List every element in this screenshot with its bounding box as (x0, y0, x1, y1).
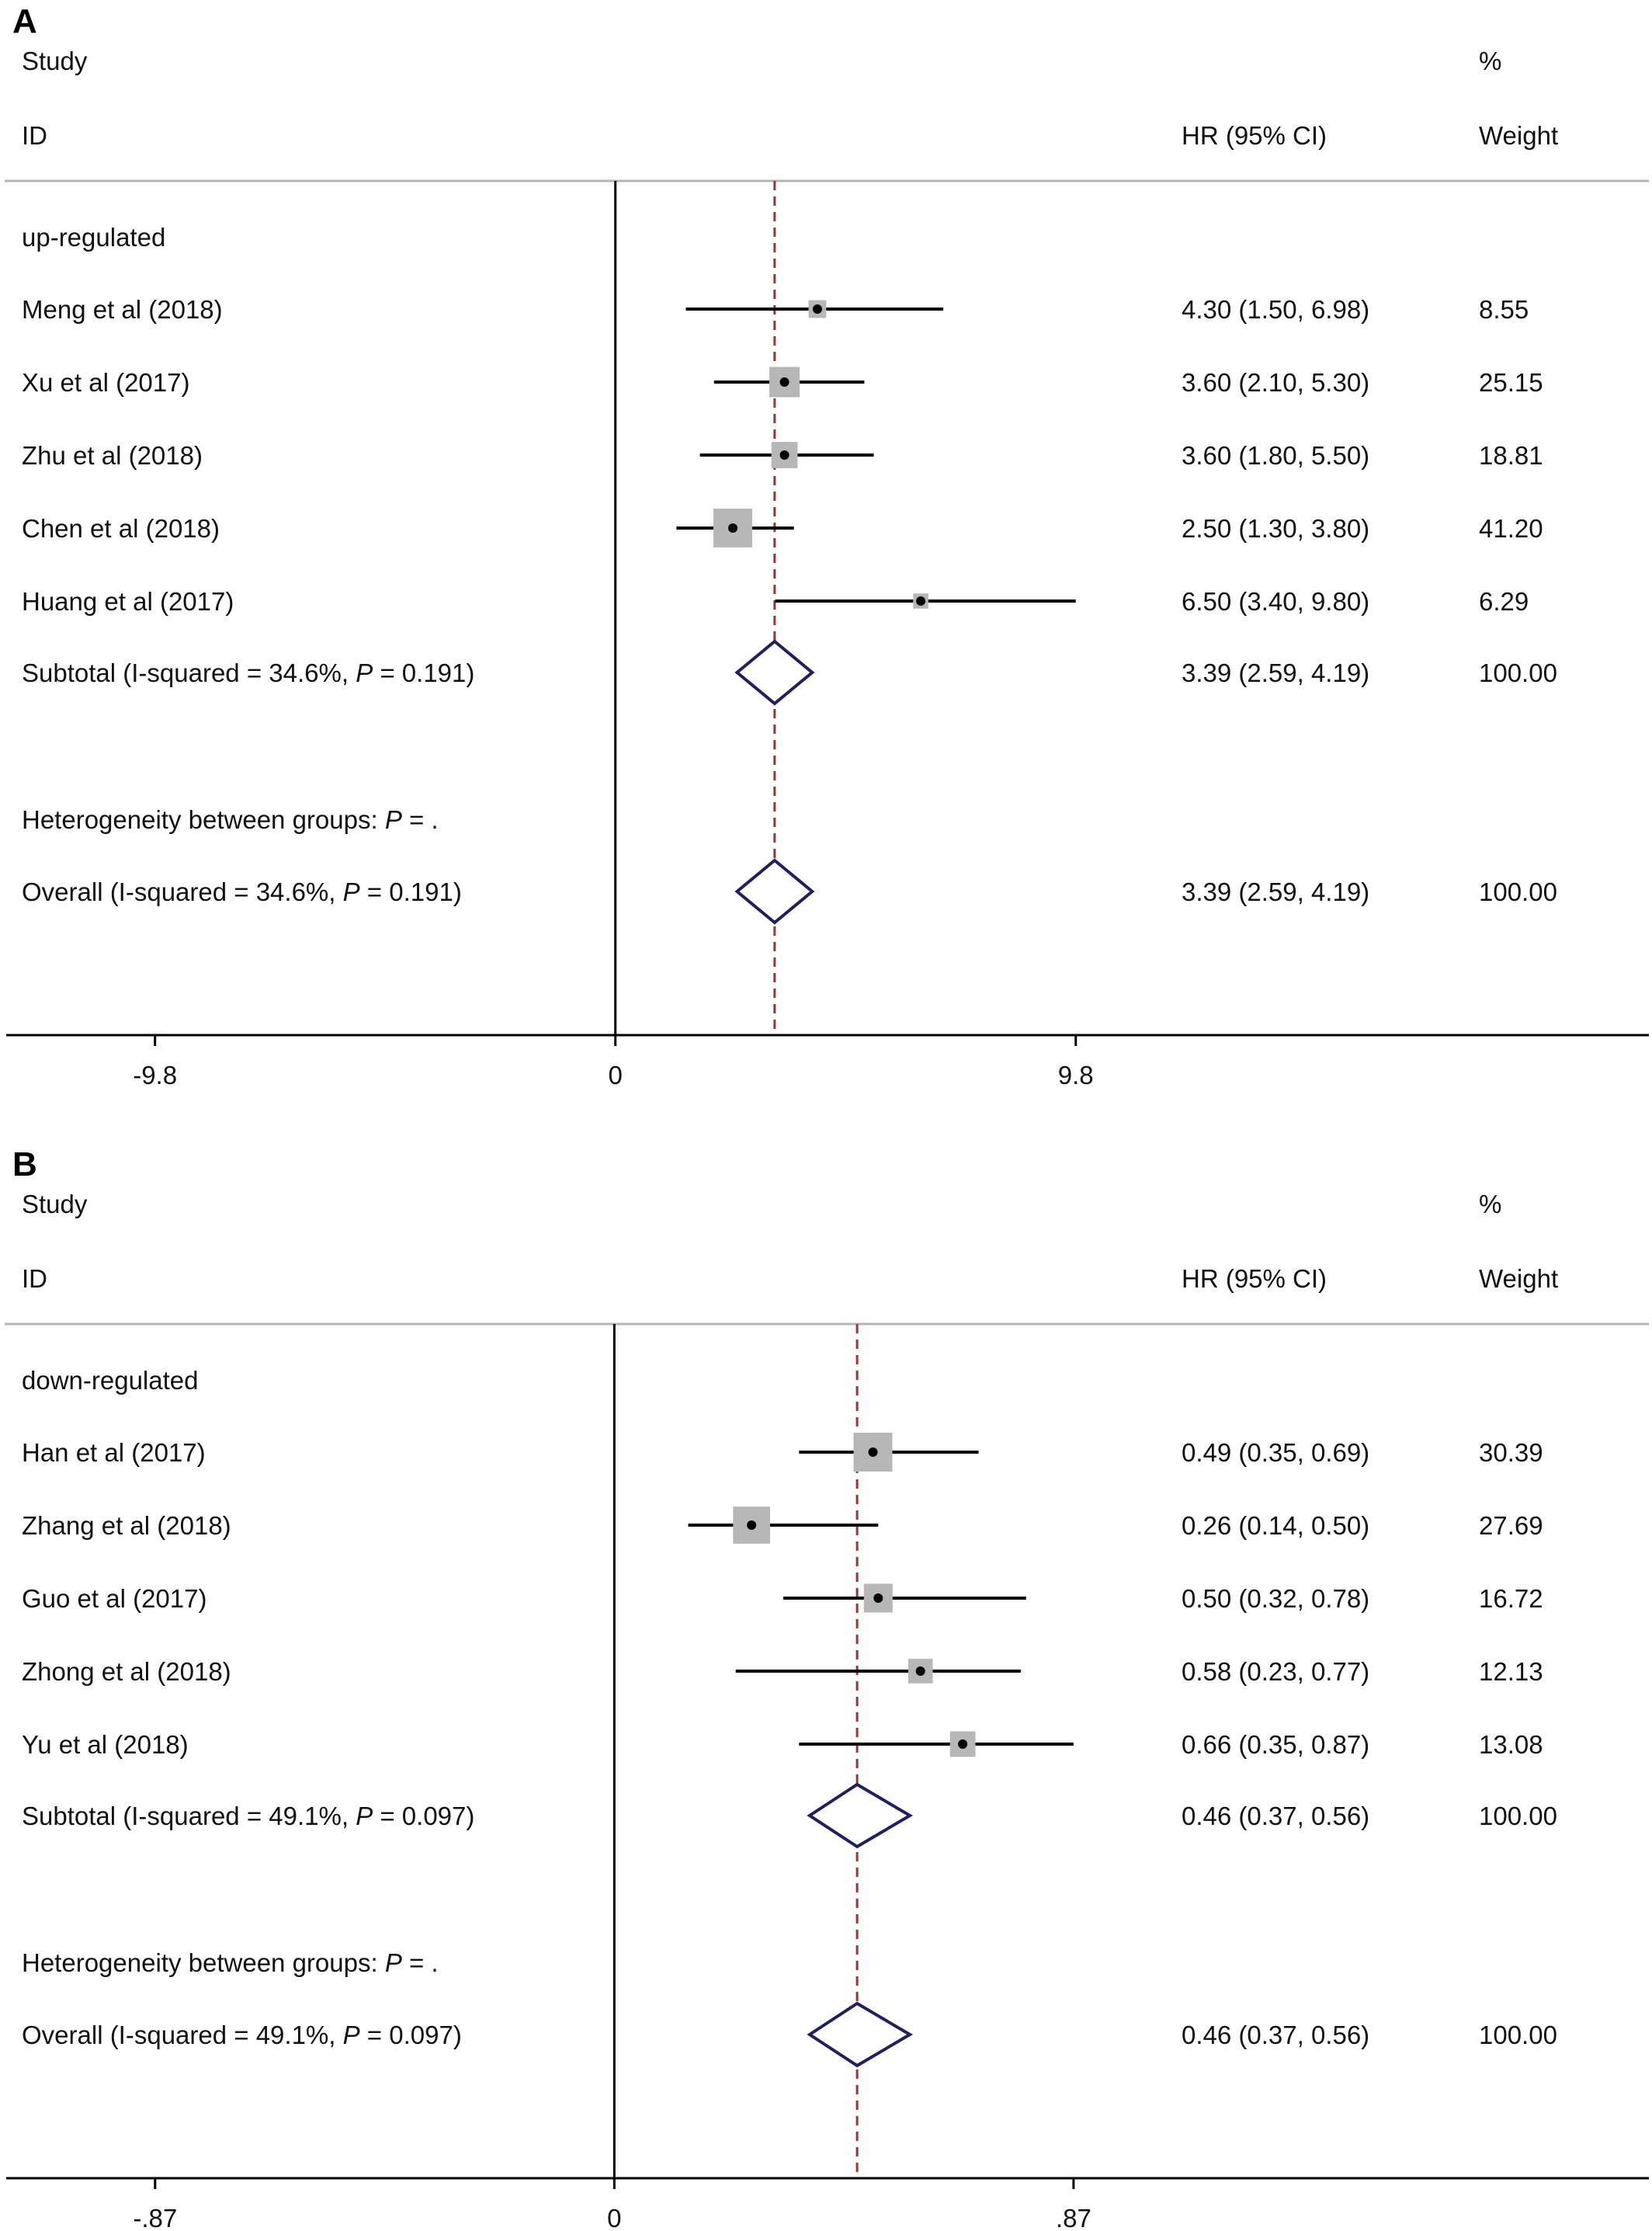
overall-label-p: P (343, 877, 360, 906)
heterogeneity-post: = . (402, 805, 439, 834)
study-label: Zhong et al (2018) (22, 1657, 231, 1686)
study-label: Huang et al (2017) (22, 587, 234, 616)
overall-diamond (734, 858, 815, 925)
study-weight-value: 8.55 (1479, 295, 1529, 324)
header-hr-ci: HR (95% CI) (1182, 1264, 1327, 1293)
study-hr-ci-value: 4.30 (1.50, 6.98) (1182, 295, 1369, 324)
study-label: Zhu et al (2018) (22, 441, 203, 470)
study-point-estimate (779, 450, 790, 460)
study-hr-ci-value: 3.60 (2.10, 5.30) (1182, 368, 1369, 397)
study-label: Han et al (2017) (22, 1438, 206, 1467)
study-point-estimate (727, 523, 738, 533)
study-weight-value: 16.72 (1479, 1584, 1543, 1613)
heterogeneity-pre: Heterogeneity between groups: (22, 805, 385, 834)
x-axis-tick-label: 0 (607, 2204, 621, 2231)
heterogeneity-post: = . (402, 1948, 439, 1977)
study-weight-value: 18.81 (1479, 441, 1543, 470)
study-point-estimate (747, 1520, 757, 1530)
overall-diamond (807, 2001, 914, 2068)
subgroup-label: up-regulated (22, 223, 165, 252)
header-weight: Weight (1479, 1264, 1558, 1293)
subtotal-label-post: = 0.097) (373, 1802, 474, 1830)
subtotal-label-post: = 0.191) (373, 659, 474, 687)
header-weight: Weight (1479, 121, 1558, 150)
heterogeneity-text: Heterogeneity between groups: P = . (22, 805, 439, 834)
overall-label-p: P (343, 2021, 360, 2049)
subtotal-diamond (807, 1782, 914, 1849)
heterogeneity-text: Heterogeneity between groups: P = . (22, 1948, 439, 1977)
heterogeneity-p: P (385, 1948, 402, 1977)
study-point-estimate (873, 1593, 883, 1603)
overall-hr-ci-value: 3.39 (2.59, 4.19) (1182, 877, 1369, 906)
subtotal-weight-value: 100.00 (1479, 1802, 1557, 1830)
study-label: Meng et al (2018) (22, 295, 223, 324)
study-hr-ci-value: 0.58 (0.23, 0.77) (1182, 1657, 1369, 1686)
study-hr-ci-value: 2.50 (1.30, 3.80) (1182, 514, 1369, 543)
overall-label: Overall (I-squared = 34.6%, P = 0.191) (22, 877, 462, 906)
study-point-estimate (916, 596, 926, 606)
overall-label: Overall (I-squared = 49.1%, P = 0.097) (22, 2021, 462, 2049)
subtotal-label-pre: Subtotal (I-squared = 49.1%, (22, 1802, 356, 1830)
study-weight-value: 12.13 (1479, 1657, 1543, 1686)
study-weight-value: 41.20 (1479, 514, 1543, 543)
subtotal-label-p: P (356, 659, 373, 687)
study-hr-ci-value: 0.50 (0.32, 0.78) (1182, 1584, 1369, 1613)
study-hr-ci-value: 0.26 (0.14, 0.50) (1182, 1511, 1369, 1540)
header-id: ID (22, 1264, 47, 1293)
panel-letter: A (12, 2, 37, 40)
subtotal-label-p: P (356, 1802, 373, 1830)
study-label: Xu et al (2017) (22, 368, 189, 397)
overall-weight-value: 100.00 (1479, 2021, 1557, 2049)
heterogeneity-pre: Heterogeneity between groups: (22, 1948, 385, 1977)
study-hr-ci-value: 0.49 (0.35, 0.69) (1182, 1438, 1369, 1467)
x-axis-tick-label: .87 (1056, 2204, 1092, 2231)
subtotal-label: Subtotal (I-squared = 49.1%, P = 0.097) (22, 1802, 474, 1830)
study-hr-ci-value: 3.60 (1.80, 5.50) (1182, 441, 1369, 470)
overall-label-post: = 0.191) (360, 877, 462, 906)
subtotal-label: Subtotal (I-squared = 34.6%, P = 0.191) (22, 659, 474, 687)
header-study: Study (22, 47, 88, 75)
heterogeneity-p: P (385, 805, 402, 834)
study-point-estimate (779, 377, 790, 387)
x-axis-tick-label: 9.8 (1058, 1061, 1094, 1089)
header-percent: % (1479, 47, 1501, 75)
subtotal-label-pre: Subtotal (I-squared = 34.6%, (22, 659, 356, 687)
study-point-estimate (868, 1447, 878, 1457)
study-weight-value: 30.39 (1479, 1438, 1543, 1467)
study-hr-ci-value: 0.66 (0.35, 0.87) (1182, 1730, 1369, 1759)
study-label: Guo et al (2017) (22, 1584, 206, 1613)
header-id: ID (22, 121, 47, 150)
subtotal-hr-ci-value: 0.46 (0.37, 0.56) (1182, 1802, 1369, 1830)
study-weight-value: 13.08 (1479, 1730, 1543, 1759)
header-study: Study (22, 1190, 88, 1218)
study-point-estimate (812, 304, 822, 314)
x-axis-tick-label: -.87 (133, 2204, 177, 2231)
subtotal-hr-ci-value: 3.39 (2.59, 4.19) (1182, 659, 1369, 687)
study-weight-value: 27.69 (1479, 1511, 1543, 1540)
subtotal-weight-value: 100.00 (1479, 659, 1557, 687)
overall-weight-value: 100.00 (1479, 877, 1557, 906)
study-point-estimate (915, 1666, 925, 1676)
study-hr-ci-value: 6.50 (3.40, 9.80) (1182, 587, 1369, 616)
x-axis-tick-label: 0 (609, 1061, 623, 1089)
header-hr-ci: HR (95% CI) (1182, 121, 1327, 150)
study-weight-value: 25.15 (1479, 368, 1543, 397)
subgroup-label: down-regulated (22, 1366, 199, 1395)
panel-a: A Study % ID HR (95% CI) Weight up-regulated Me… (5, 2, 1649, 1089)
panel-b: B Study % ID HR (95% CI) Weight down-regulated… (5, 1145, 1649, 2231)
overall-hr-ci-value: 0.46 (0.37, 0.56) (1182, 2021, 1369, 2049)
study-label: Yu et al (2018) (22, 1730, 189, 1759)
overall-label-pre: Overall (I-squared = 34.6%, (22, 877, 343, 906)
study-label: Chen et al (2018) (22, 514, 220, 543)
x-axis-tick-label: -9.8 (133, 1061, 177, 1089)
overall-label-post: = 0.097) (360, 2021, 462, 2049)
header-percent: % (1479, 1190, 1501, 1218)
subtotal-diamond (734, 639, 815, 706)
study-label: Zhang et al (2018) (22, 1511, 231, 1540)
overall-label-pre: Overall (I-squared = 49.1%, (22, 2021, 343, 2049)
panel-letter: B (12, 1145, 37, 1183)
study-weight-value: 6.29 (1479, 587, 1529, 616)
study-point-estimate (958, 1739, 968, 1749)
